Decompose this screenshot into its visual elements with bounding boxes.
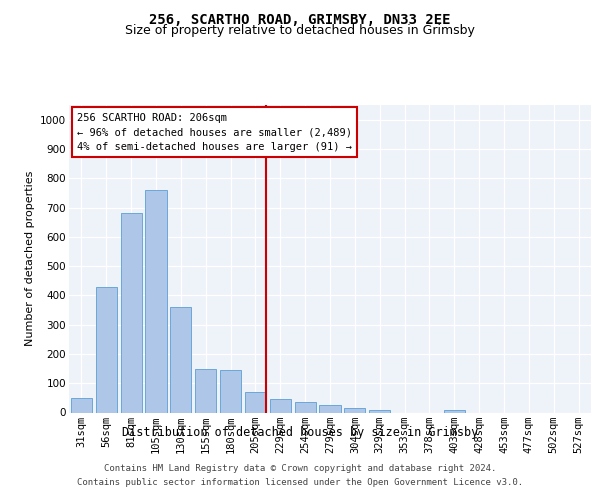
Text: Distribution of detached houses by size in Grimsby: Distribution of detached houses by size … (122, 426, 478, 439)
Bar (369, 410, 390, 412)
Bar (145, 190, 167, 412)
Bar (96, 286, 117, 412)
Text: Contains HM Land Registry data © Crown copyright and database right 2024.: Contains HM Land Registry data © Crown c… (104, 464, 496, 473)
Bar (444, 410, 465, 412)
Text: Contains public sector information licensed under the Open Government Licence v3: Contains public sector information licen… (77, 478, 523, 487)
Bar (344, 408, 365, 412)
Bar (245, 392, 266, 412)
Bar (121, 214, 142, 412)
Text: 256, SCARTHO ROAD, GRIMSBY, DN33 2EE: 256, SCARTHO ROAD, GRIMSBY, DN33 2EE (149, 12, 451, 26)
Text: Size of property relative to detached houses in Grimsby: Size of property relative to detached ho… (125, 24, 475, 37)
Bar (270, 400, 291, 412)
Bar (295, 402, 316, 412)
Y-axis label: Number of detached properties: Number of detached properties (25, 171, 35, 346)
Bar (319, 405, 341, 412)
Text: 256 SCARTHO ROAD: 206sqm
← 96% of detached houses are smaller (2,489)
4% of semi: 256 SCARTHO ROAD: 206sqm ← 96% of detach… (77, 112, 352, 152)
Bar (195, 368, 216, 412)
Bar (71, 398, 92, 412)
Bar (220, 370, 241, 412)
Bar (170, 307, 191, 412)
